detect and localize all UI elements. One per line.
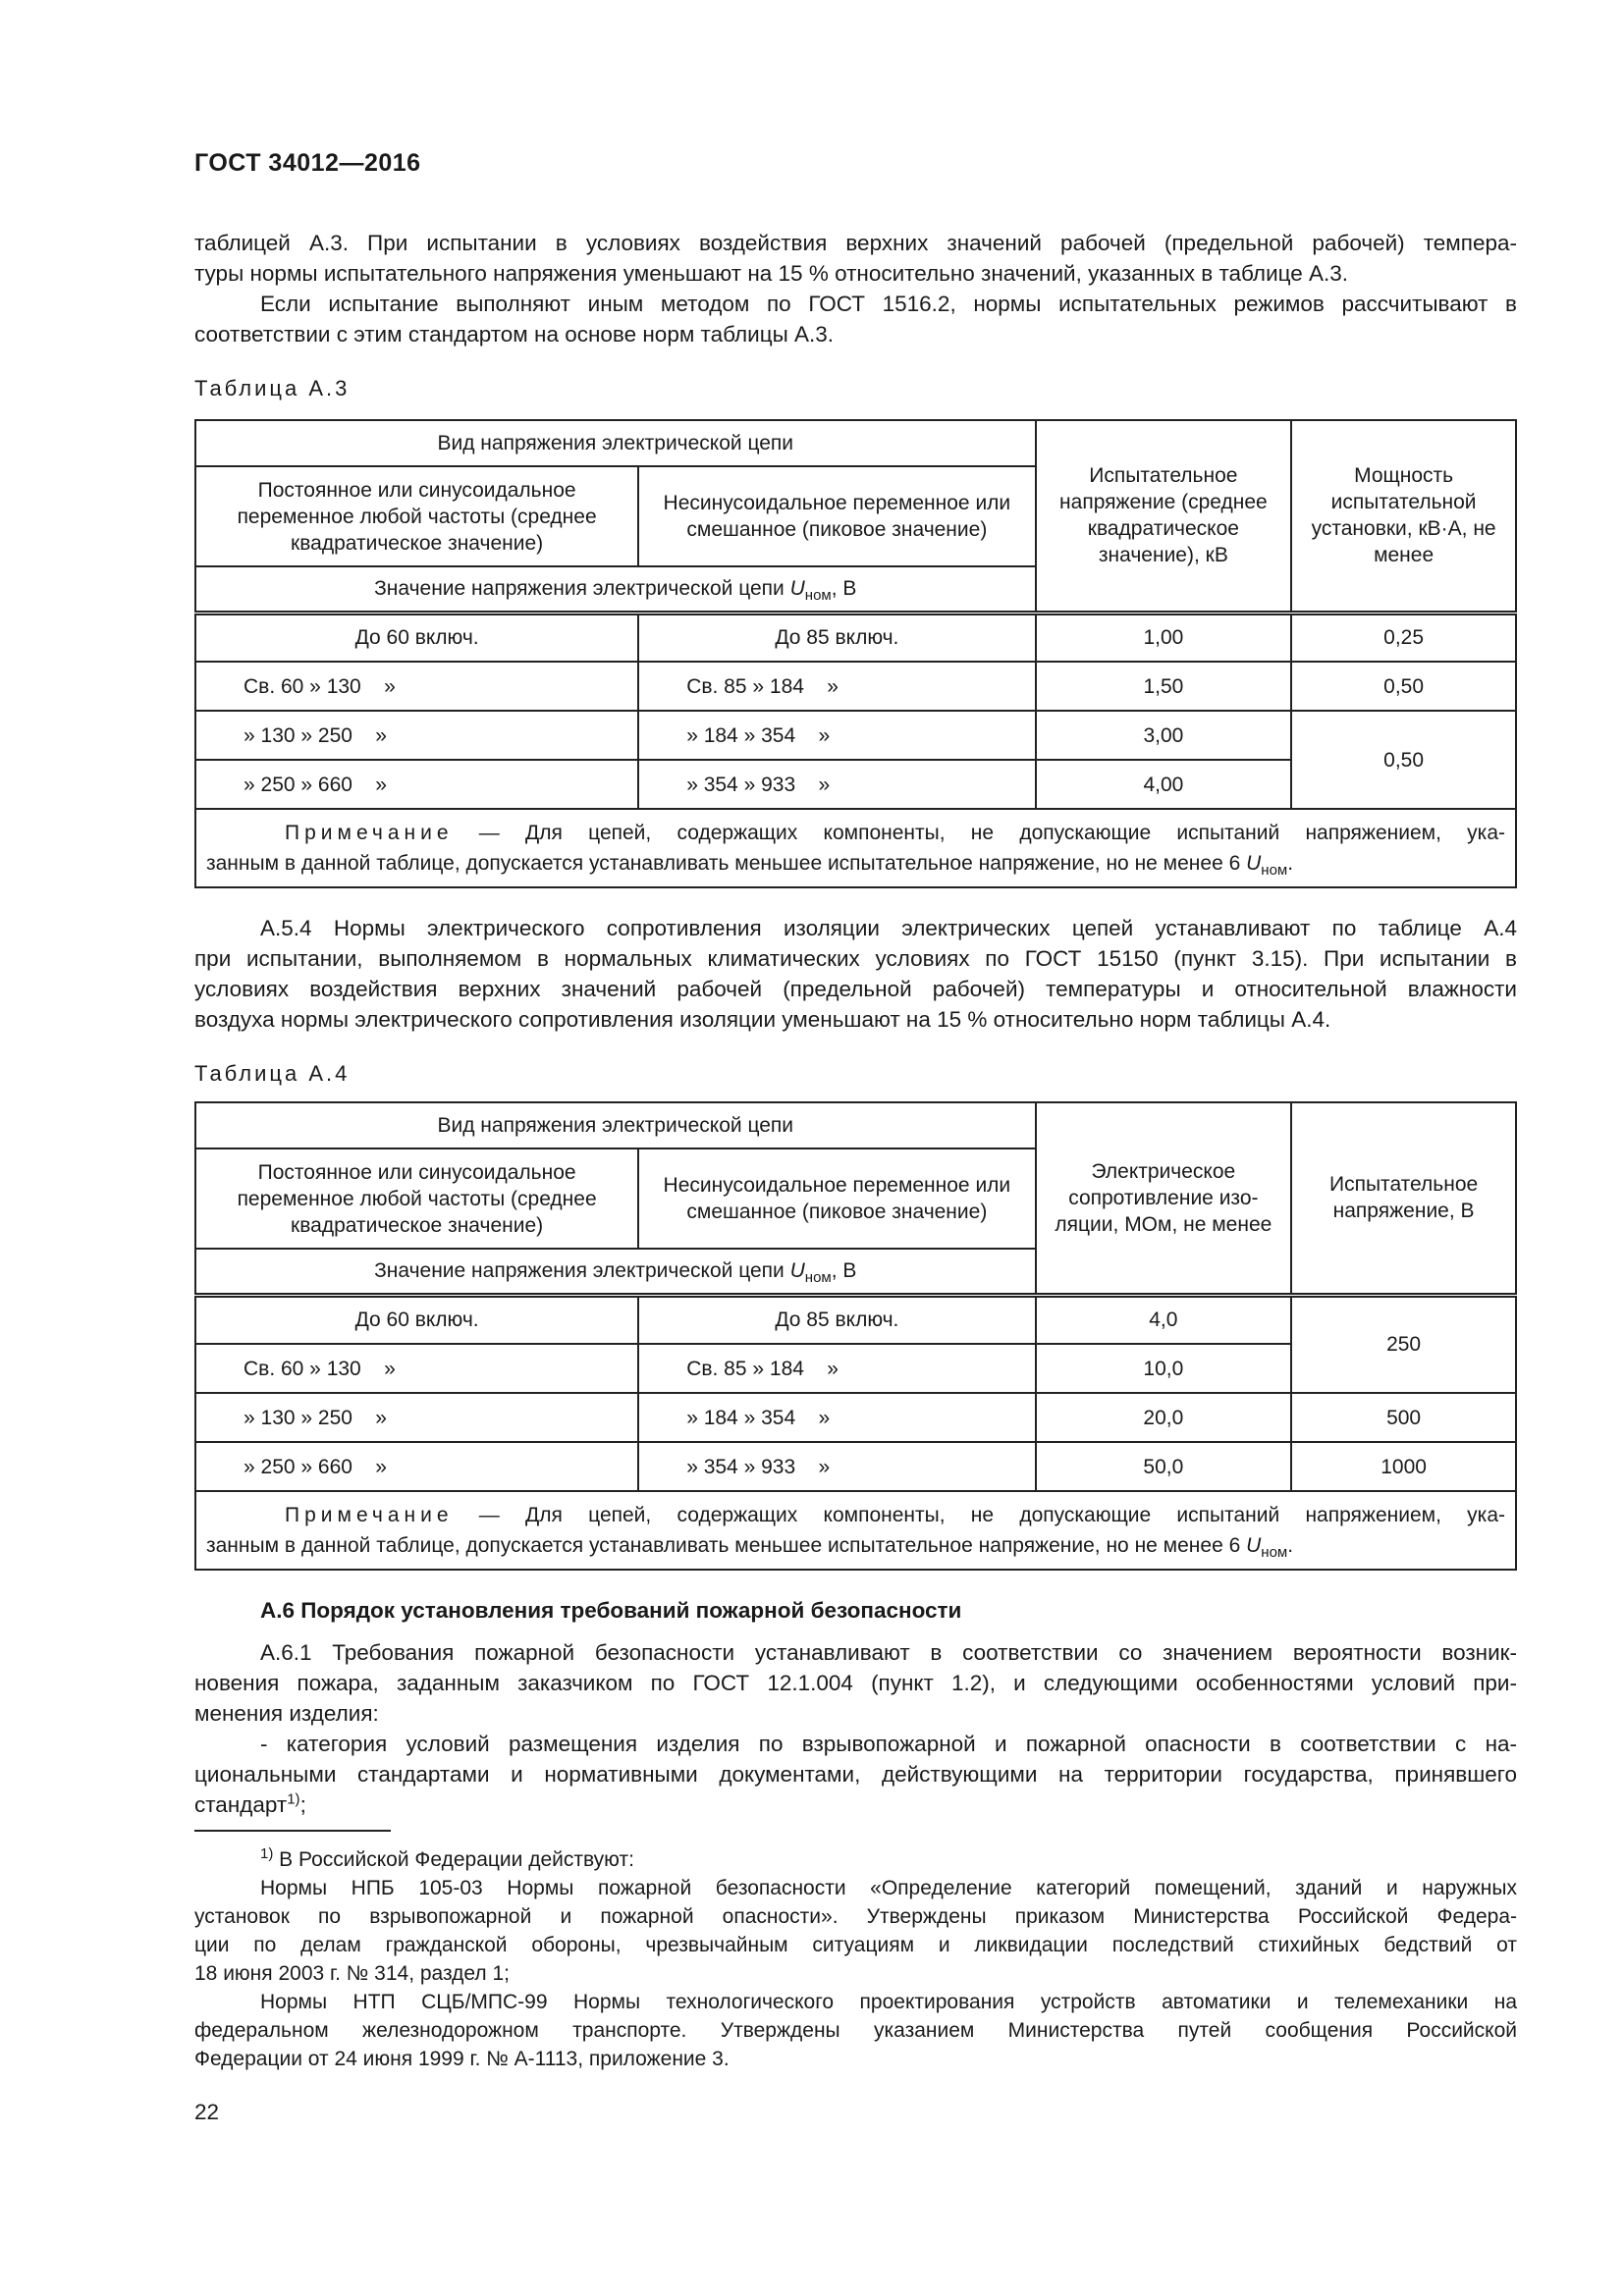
text-line: условиях воздействия верхних значений ра… — [194, 977, 1517, 1001]
text-line: Нормы НТП СЦБ/МПС-99 Нормы технологическ… — [260, 1991, 1517, 2013]
header-resistance: Электрическое сопротивление изо-ляции, М… — [1034, 1101, 1293, 1296]
table-row: Св. 60 » 130 » Св. 85 » 184 » 1,50 0,50 — [193, 661, 1517, 712]
footnote-ref: 1) — [287, 1790, 300, 1808]
section-a6-paragraph: А.6.1 Требования пожарной безопасности у… — [194, 1637, 1517, 1820]
header-nominal-voltage: Значение напряжения электрической цепи U… — [194, 565, 1037, 614]
text-line: стандарт1); — [194, 1790, 306, 1818]
header-dc-sine: Постоянное или синусоидальное переменное… — [193, 1148, 640, 1250]
header-nonsine: Несинусоидальное переменное или смешанно… — [637, 1148, 1037, 1250]
page-number: 22 — [194, 2100, 220, 2124]
header-nominal-voltage: Значение напряжения электрической цепи U… — [194, 1248, 1037, 1296]
section-a54-paragraph: А.5.4 Нормы электрического сопротивления… — [194, 913, 1517, 1035]
text-line: новения пожара, заданным заказчиком по Г… — [194, 1671, 1517, 1695]
footnote: 1) В Российской Федерации действуют: Нор… — [194, 1845, 1517, 2073]
table-row: » 130 » 250 »» 184 » 354 » 3,00 0,50 — [193, 710, 1517, 810]
text-line: при испытании, выполняемом в нормальных … — [194, 946, 1517, 971]
document-header: ГОСТ 34012—2016 — [194, 149, 421, 177]
text-line: таблицей А.3. При испытании в условиях в… — [194, 231, 1517, 255]
table-a4: Вид напряжения электрической цепи Электр… — [193, 1101, 1517, 1571]
footnote-divider — [194, 1830, 391, 1832]
header-test-voltage: Испытательное напряжение, В — [1290, 1101, 1517, 1296]
text-line: - категория условий размещения изделия п… — [260, 1732, 1517, 1756]
text-line: менения изделия: — [194, 1701, 379, 1726]
text-line: туры нормы испытательного напряжения уме… — [194, 261, 1349, 286]
header-nonsine: Несинусоидальное переменное или смешанно… — [637, 465, 1037, 567]
text-line: соответствии с этим стандартом на основе… — [194, 322, 835, 347]
table-row: » 250 » 660 »» 354 » 933 » 4,00 — [193, 759, 1516, 810]
header-group: Вид напряжения электрической цепи — [194, 1101, 1037, 1149]
text-line: Федерации от 24 июня 1999 г. № А-1113, п… — [194, 2048, 730, 2070]
table-a3-caption: Таблица А.3 — [194, 376, 351, 400]
header-power: Мощность испытательной установки, кВ·А, … — [1290, 419, 1517, 614]
text-line: установок по взрывопожарной и пожарной о… — [194, 1905, 1517, 1928]
table-row: » 250 » 660 »» 354 » 933 » 50,0 1000 — [193, 1441, 1517, 1492]
header-group: Вид напряжения электрической цепи — [194, 419, 1037, 467]
text-line: ции по делам гражданской обороны, чрезвы… — [194, 1934, 1517, 1956]
text-line: воздуха нормы электрического сопротивлен… — [194, 1007, 1331, 1032]
table-note: Примечание — Для цепей, содержащих компо… — [194, 808, 1517, 888]
text-line: А.6.1 Требования пожарной безопасности у… — [260, 1640, 1517, 1665]
section-a6-heading: А.6 Порядок установления требований пожа… — [260, 1598, 962, 1623]
table-row: До 60 включ. До 85 включ. 1,00 0,25 — [193, 610, 1517, 663]
header-test-voltage: Испытательное напряжение (среднее квадра… — [1034, 419, 1293, 614]
text-line: Если испытание выполняют иным методом по… — [260, 292, 1517, 316]
header-dc-sine: Постоянное или синусоидальное переменное… — [193, 465, 640, 567]
text-line: 18 июня 2003 г. № 314, раздел 1; — [194, 1962, 510, 1985]
table-row: » 130 » 250 »» 184 » 354 » 20,0 500 — [193, 1392, 1517, 1443]
footnote-intro: 1) В Российской Федерации действуют: — [260, 1845, 634, 1871]
text-line: Нормы НПБ 105-03 Нормы пожарной безопасн… — [260, 1877, 1517, 1899]
table-row: Св. 60 » 130 » Св. 85 » 184 » 10,0 — [193, 1343, 1516, 1394]
table-a4-caption: Таблица А.4 — [194, 1061, 351, 1086]
table-a3: Вид напряжения электрической цепи Испыта… — [193, 419, 1517, 888]
table-row: До 60 включ. До 85 включ. 4,0 250 — [193, 1292, 1517, 1394]
table-note: Примечание — Для цепей, содержащих компо… — [194, 1490, 1517, 1571]
text-line: циональными стандартами и нормативными д… — [194, 1762, 1517, 1787]
intro-paragraph: таблицей А.3. При испытании в условиях в… — [194, 228, 1517, 349]
text-line: А.5.4 Нормы электрического сопротивления… — [260, 916, 1517, 940]
text-line: федеральном железнодорожном транспорте. … — [194, 2019, 1517, 2042]
